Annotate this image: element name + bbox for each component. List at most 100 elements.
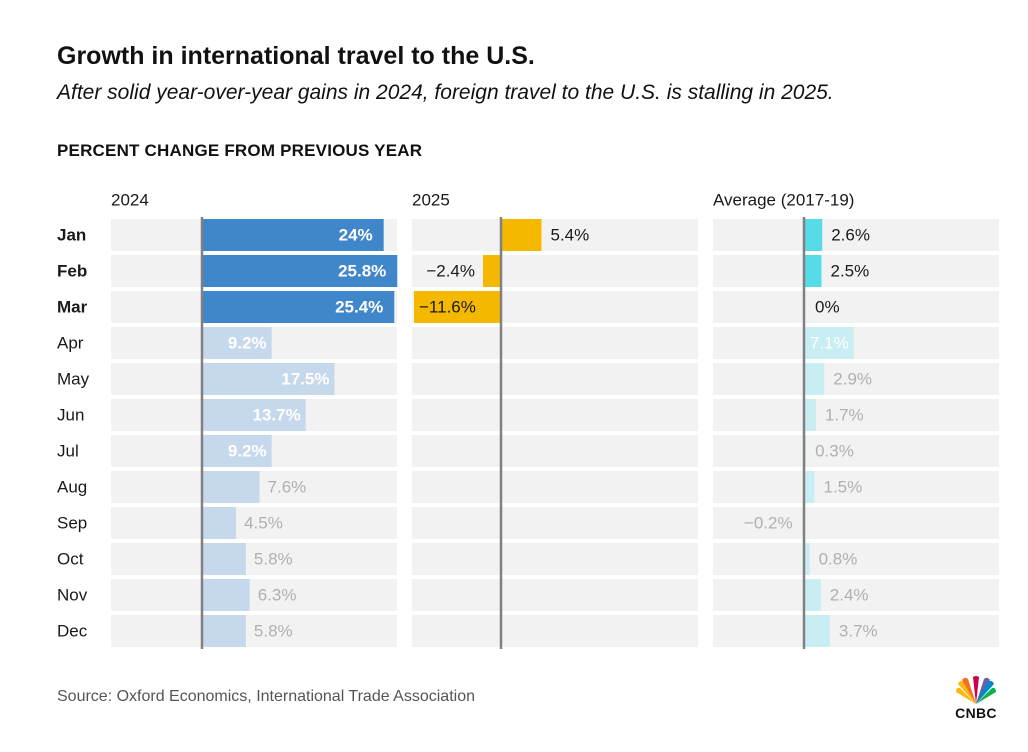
bar-label-0-jul: 9.2% (228, 442, 267, 461)
bar-1-mar (414, 291, 501, 323)
bar-0-aug (202, 471, 260, 503)
row-bg-1-jul (412, 435, 698, 467)
bar-label-2-apr: 7.1% (810, 334, 849, 353)
bar-2-oct (804, 543, 810, 575)
chart-subtitle: After solid year-over-year gains in 2024… (57, 81, 834, 104)
bar-label-2-dec: 3.7% (839, 622, 878, 641)
row-bg-1-jan (412, 219, 698, 251)
bar-label-0-apr: 9.2% (228, 334, 267, 353)
bar-0-oct (202, 543, 246, 575)
row-bg-1-aug (412, 471, 698, 503)
bar-label-0-oct: 5.8% (254, 550, 293, 569)
bar-2-jan (804, 219, 823, 251)
bar-2-dec (804, 615, 830, 647)
bar-0-apr (202, 327, 272, 359)
row-bg-2-jul (713, 435, 999, 467)
panel-header-1: 2025 (412, 191, 450, 210)
bar-label-1-feb: −2.4% (426, 262, 475, 281)
row-bg-2-may (713, 363, 999, 395)
bar-label-0-feb: 25.8% (338, 262, 386, 281)
logo-text: CNBC (955, 705, 997, 721)
bar-0-feb (202, 255, 398, 287)
month-label-apr: Apr (57, 334, 84, 353)
bar-0-dec (202, 615, 246, 647)
bar-2-aug (804, 471, 815, 503)
row-bg-1-nov (412, 579, 698, 611)
row-bg-2-feb (713, 255, 999, 287)
month-label-dec: Dec (57, 622, 88, 641)
source-note: Source: Oxford Economics, International … (57, 688, 475, 705)
bar-label-0-jan: 24% (339, 226, 373, 245)
bar-0-jan (202, 219, 384, 251)
row-bg-1-sep (412, 507, 698, 539)
bar-2-nov (804, 579, 821, 611)
section-label: PERCENT CHANGE FROM PREVIOUS YEAR (57, 141, 423, 160)
month-label-jun: Jun (57, 406, 84, 425)
panel-header-2: Average (2017-19) (713, 191, 854, 210)
bar-label-2-jul: 0.3% (815, 442, 854, 461)
cnbc-peacock-icon (956, 676, 996, 704)
row-bg-2-jun (713, 399, 999, 431)
bar-label-0-mar: 25.4% (335, 298, 383, 317)
month-label-jul: Jul (57, 442, 79, 461)
bar-label-1-mar: −11.6% (419, 298, 476, 317)
bar-label-0-sep: 4.5% (244, 514, 283, 533)
bar-0-sep (202, 507, 237, 539)
row-bg-2-jan (713, 219, 999, 251)
row-bg-2-dec (713, 615, 999, 647)
row-bg-1-apr (412, 327, 698, 359)
month-label-sep: Sep (57, 514, 87, 533)
bar-label-2-nov: 2.4% (830, 586, 869, 605)
bar-label-2-oct: 0.8% (819, 550, 858, 569)
bar-2-apr (804, 327, 854, 359)
chart-title: Growth in international travel to the U.… (57, 42, 535, 70)
bar-label-2-jun: 1.7% (825, 406, 864, 425)
cnbc-logo: CNBC (950, 676, 1002, 722)
bar-1-jan (501, 219, 542, 251)
row-bg-0-dec (111, 615, 397, 647)
bar-2-feb (804, 255, 822, 287)
bar-label-2-may: 2.9% (833, 370, 872, 389)
row-bg-2-nov (713, 579, 999, 611)
row-bg-2-mar (713, 291, 999, 323)
bar-label-0-dec: 5.8% (254, 622, 293, 641)
month-label-oct: Oct (57, 550, 84, 569)
month-label-jan: Jan (57, 226, 86, 245)
bar-0-mar (202, 291, 395, 323)
bar-0-may (202, 363, 335, 395)
month-label-may: May (57, 370, 90, 389)
month-label-nov: Nov (57, 586, 88, 605)
bar-0-jul (202, 435, 272, 467)
bar-label-0-may: 17.5% (281, 370, 329, 389)
bar-chart: Jan Feb Mar Apr May Jun Jul Aug Sep Oct Nov Dec 2024… (57, 191, 999, 649)
bar-2-jun (804, 399, 816, 431)
row-bg-2-sep (713, 507, 999, 539)
bar-0-jun (202, 399, 306, 431)
row-bg-1-feb (412, 255, 698, 287)
bar-label-2-jan: 2.6% (831, 226, 870, 245)
row-bg-2-oct (713, 543, 999, 575)
row-bg-0-nov (111, 579, 397, 611)
row-bg-1-may (412, 363, 698, 395)
row-bg-0-oct (111, 543, 397, 575)
row-bg-0-sep (111, 507, 397, 539)
row-bg-1-dec (412, 615, 698, 647)
month-label-aug: Aug (57, 478, 87, 497)
bar-label-2-sep: −0.2% (744, 514, 793, 533)
row-bg-1-jun (412, 399, 698, 431)
row-bg-2-aug (713, 471, 999, 503)
bar-0-nov (202, 579, 250, 611)
bar-label-2-aug: 1.5% (824, 478, 863, 497)
bar-1-feb (483, 255, 501, 287)
panel-header-0: 2024 (111, 191, 149, 210)
row-bg-1-oct (412, 543, 698, 575)
bar-label-0-jun: 13.7% (253, 406, 301, 425)
bar-label-2-mar: 0% (815, 298, 840, 317)
bar-label-2-feb: 2.5% (831, 262, 870, 281)
bar-label-1-jan: 5.4% (551, 226, 590, 245)
bar-label-0-nov: 6.3% (258, 586, 297, 605)
row-bg-2-apr (713, 327, 999, 359)
bar-2-may (804, 363, 825, 395)
month-label-feb: Feb (57, 262, 87, 281)
month-label-mar: Mar (57, 298, 88, 317)
